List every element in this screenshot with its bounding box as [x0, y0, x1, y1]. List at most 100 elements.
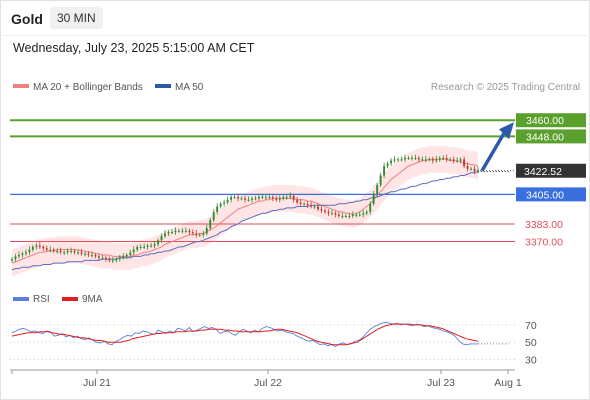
candle-body: [14, 256, 17, 260]
candle-body: [324, 210, 326, 212]
candle-body: [111, 260, 114, 262]
candle-body: [473, 168, 476, 172]
candle-body: [386, 163, 389, 167]
candle-body: [21, 253, 24, 256]
rsi-panel: 70 50 30: [10, 320, 537, 366]
candle-body: [108, 259, 111, 261]
candle-body: [449, 159, 452, 161]
rsi-tick-label: 70: [525, 320, 537, 332]
header-divider: [0, 35, 590, 36]
candle-body: [195, 233, 198, 235]
ma20-legend-swatch: [13, 84, 29, 88]
moving-averages: [11, 158, 510, 271]
candle-body: [209, 219, 212, 229]
candle-body: [330, 213, 333, 215]
candle-body: [118, 257, 121, 260]
candle-body: [442, 157, 445, 159]
candle-body: [285, 197, 288, 199]
candle-body: [348, 215, 351, 217]
candle-body: [257, 197, 260, 199]
candle-body: [115, 259, 118, 261]
candle-body: [470, 168, 473, 170]
candle-body: [181, 230, 184, 232]
candle-body: [303, 203, 306, 205]
candle-body: [233, 197, 236, 199]
x-axis-tick-label: Jul 22: [254, 377, 282, 389]
candle-body: [404, 157, 406, 160]
candle-body: [223, 202, 226, 204]
candle-body: [59, 250, 62, 253]
timeframe-badge[interactable]: 30 MIN: [50, 7, 103, 29]
candle-body: [63, 252, 66, 254]
candle-body: [167, 232, 170, 234]
pivot-label-text: 3405.00: [526, 189, 564, 201]
candle-body: [188, 230, 191, 233]
rsi-tick-label: 50: [525, 337, 537, 349]
candle-body: [358, 214, 361, 216]
forecast-arrow-shaft: [480, 132, 506, 172]
candle-body: [310, 205, 313, 207]
candle-body: [456, 160, 459, 162]
candle-body: [296, 199, 299, 203]
candle-body: [341, 215, 344, 217]
candle-body: [466, 166, 469, 169]
candle-body: [407, 157, 410, 159]
rsi-ma9-line: [11, 323, 479, 346]
candle-body: [268, 197, 271, 199]
candle-body: [452, 159, 455, 161]
candle-body: [101, 257, 104, 259]
ma20-legend-label: MA 20 + Bollinger Bands: [33, 82, 143, 93]
candle-body: [306, 203, 309, 206]
rsi-legend: RSI 9MA: [13, 294, 103, 305]
candle-body: [56, 250, 59, 252]
target-label-text: 3460.00: [526, 115, 564, 127]
candle-body: [254, 198, 257, 200]
x-axis-tick-label: Jul 21: [83, 377, 111, 389]
candle-body: [146, 245, 149, 247]
candle-body: [362, 213, 365, 215]
candle-body: [122, 256, 125, 258]
candle-body: [369, 203, 372, 212]
ma9-legend-label: 9MA: [82, 294, 103, 305]
candle-body: [417, 157, 420, 160]
candle-body: [91, 255, 93, 257]
candle-body: [250, 198, 253, 200]
rsi-legend-swatch: [13, 297, 29, 301]
candle-body: [97, 256, 100, 258]
candle-body: [87, 253, 90, 256]
rsi-legend-label: RSI: [33, 294, 50, 305]
candle-body: [226, 199, 229, 203]
candle-body: [80, 252, 83, 254]
candle-body: [136, 246, 139, 250]
rsi-line: [11, 321, 478, 348]
main-legend: MA 20 + Bollinger Bands MA 50 Research ©…: [13, 82, 580, 93]
pivot-label-box: [516, 187, 586, 202]
candle-body: [212, 211, 215, 220]
candle-body: [216, 206, 219, 212]
candle-body: [35, 245, 38, 247]
candle-body: [264, 197, 267, 199]
candle-body: [45, 248, 48, 250]
candle-body: [230, 197, 233, 200]
candle-body: [38, 245, 41, 247]
candle-body: [299, 202, 302, 204]
candle-body: [219, 203, 222, 207]
candlesticks: [11, 154, 479, 264]
candle-body: [205, 228, 208, 234]
candle-body: [317, 206, 319, 210]
candle-body: [424, 159, 427, 161]
candle-body: [247, 199, 250, 201]
chart-datetime: Wednesday, July 23, 2025 5:15:00 AM CET: [13, 41, 255, 55]
candle-body: [431, 159, 434, 161]
candle-body: [459, 159, 462, 161]
level-labels: 3460.00 3448.00 3422.52 3405.00 3383.00 3370.…: [516, 113, 586, 249]
candle-body: [153, 244, 156, 246]
chart-header: Gold 30 MIN: [0, 0, 590, 36]
bollinger-bands: [12, 145, 478, 277]
candle-body: [355, 214, 358, 216]
current-price-text: 3422.52: [524, 166, 562, 178]
candle-body: [66, 250, 69, 253]
ma50-legend-label: MA 50: [175, 82, 204, 93]
candle-body: [70, 250, 73, 252]
candle-body: [198, 234, 201, 236]
